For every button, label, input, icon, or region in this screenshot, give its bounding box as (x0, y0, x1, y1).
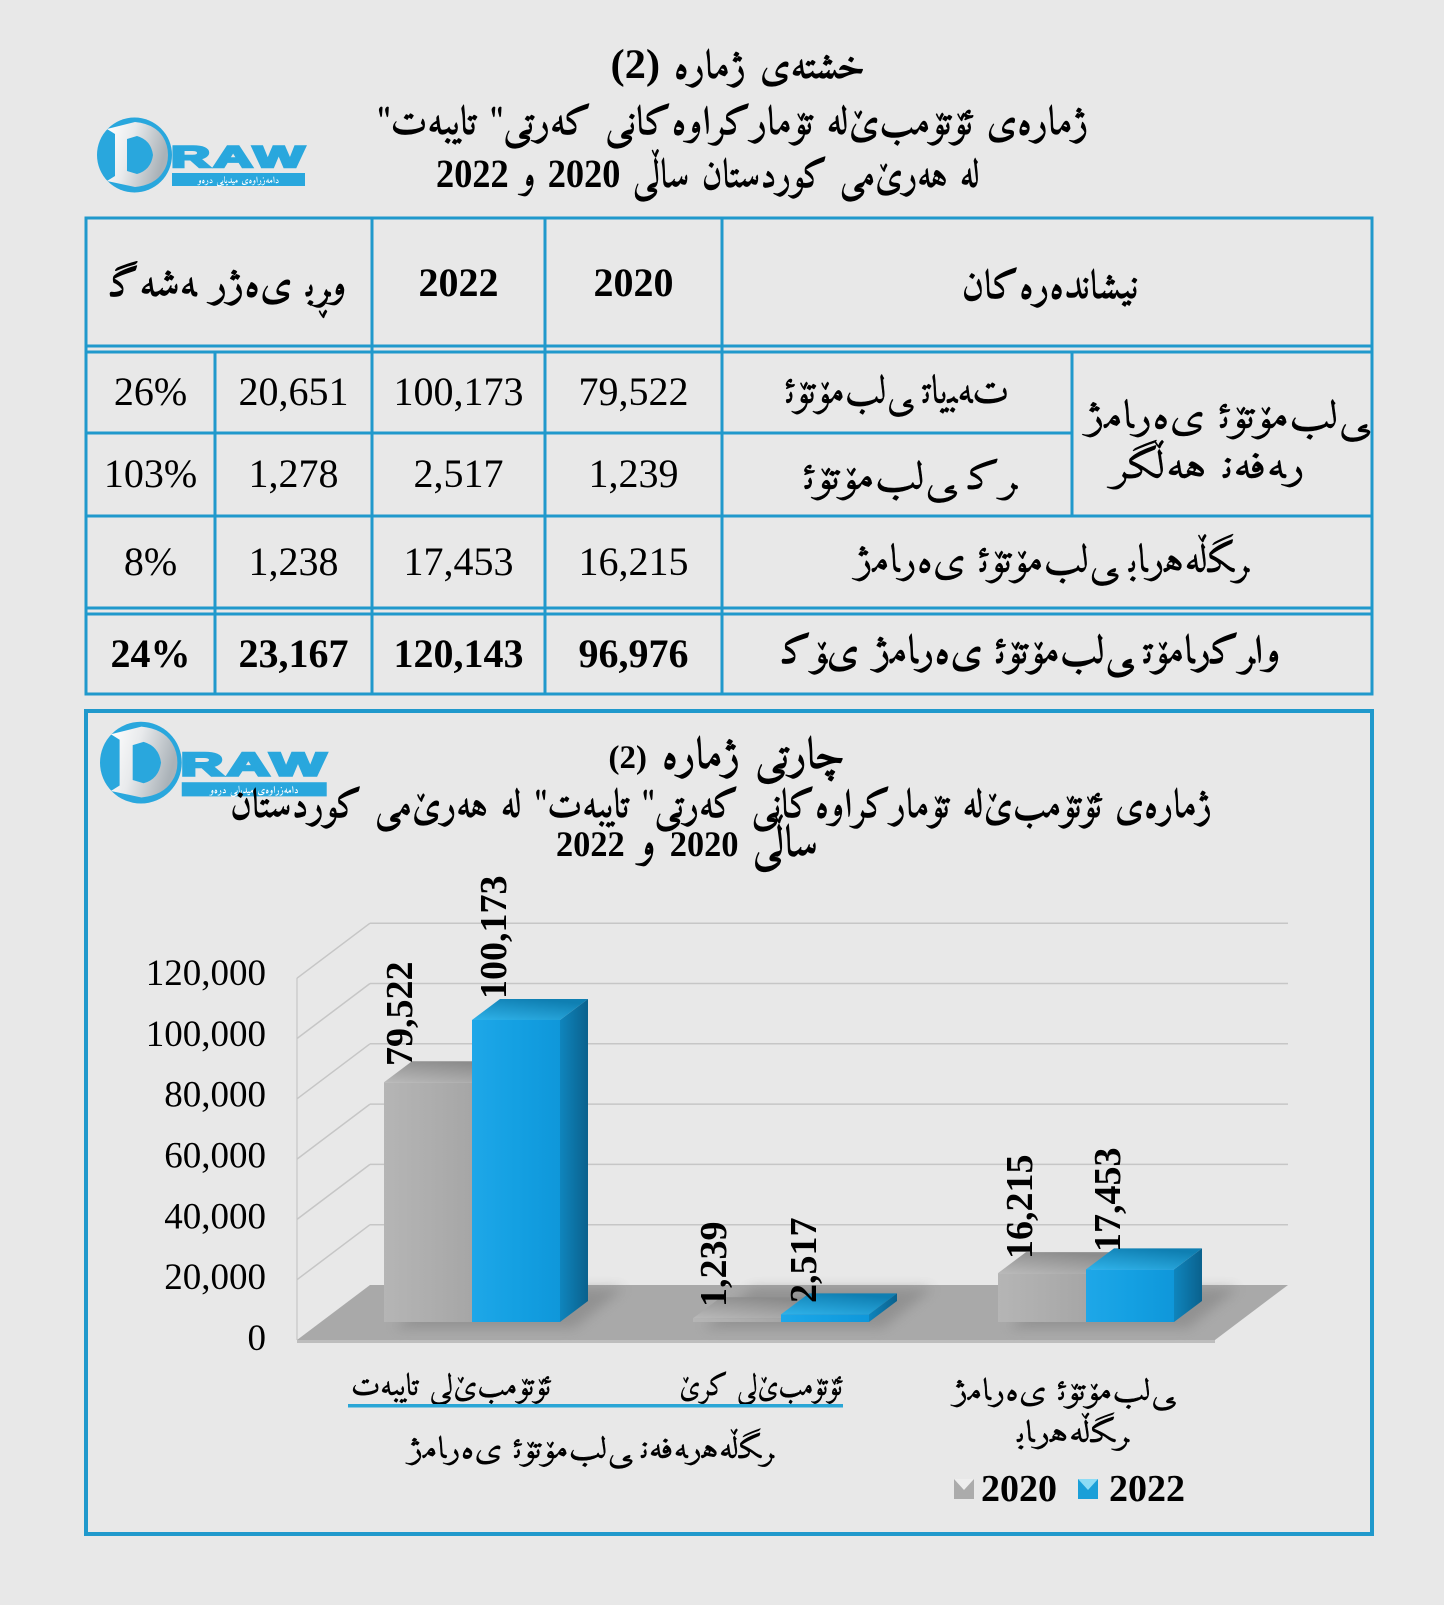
svg-text:RAW: RAW (171, 140, 308, 174)
svg-text:24%: 24% (111, 631, 191, 676)
svg-text:100,173: 100,173 (473, 876, 515, 1000)
svg-text:16,215: 16,215 (579, 539, 689, 584)
svg-text:2022: 2022 (1109, 1468, 1185, 1510)
svg-text:2,517: 2,517 (414, 451, 504, 496)
svg-text:17,453: 17,453 (1087, 1148, 1129, 1253)
svg-text:120,143: 120,143 (394, 631, 524, 676)
svg-text:60,000: 60,000 (164, 1135, 266, 1176)
svg-text:2022: 2022 (419, 260, 499, 305)
svg-text:1,238: 1,238 (249, 539, 339, 584)
svg-text:17,453: 17,453 (404, 539, 514, 584)
svg-text:1,278: 1,278 (249, 451, 339, 496)
svg-text:23,167: 23,167 (239, 631, 349, 676)
svg-text:100,173: 100,173 (394, 369, 524, 414)
svg-text:1,239: 1,239 (693, 1222, 735, 1308)
svg-text:20,651: 20,651 (239, 369, 349, 414)
svg-text:103%: 103% (104, 451, 197, 496)
svg-text:2,517: 2,517 (783, 1218, 825, 1304)
svg-text:RAW: RAW (181, 747, 330, 783)
svg-text:80,000: 80,000 (164, 1075, 266, 1116)
svg-text:8%: 8% (124, 539, 177, 584)
svg-text:2020: 2020 (594, 260, 674, 305)
svg-text:0: 0 (248, 1318, 267, 1359)
svg-text:1,239: 1,239 (589, 451, 679, 496)
svg-text:20,000: 20,000 (164, 1257, 266, 1298)
svg-text:96,976: 96,976 (579, 631, 689, 676)
svg-text:2020: 2020 (981, 1468, 1057, 1510)
svg-text:100,000: 100,000 (146, 1014, 266, 1055)
svg-text:40,000: 40,000 (164, 1196, 266, 1237)
svg-text:16,215: 16,215 (999, 1155, 1041, 1260)
svg-text:26%: 26% (114, 369, 187, 414)
svg-text:120,000: 120,000 (146, 953, 266, 994)
svg-text:79,522: 79,522 (579, 369, 689, 414)
svg-text:79,522: 79,522 (379, 962, 421, 1067)
